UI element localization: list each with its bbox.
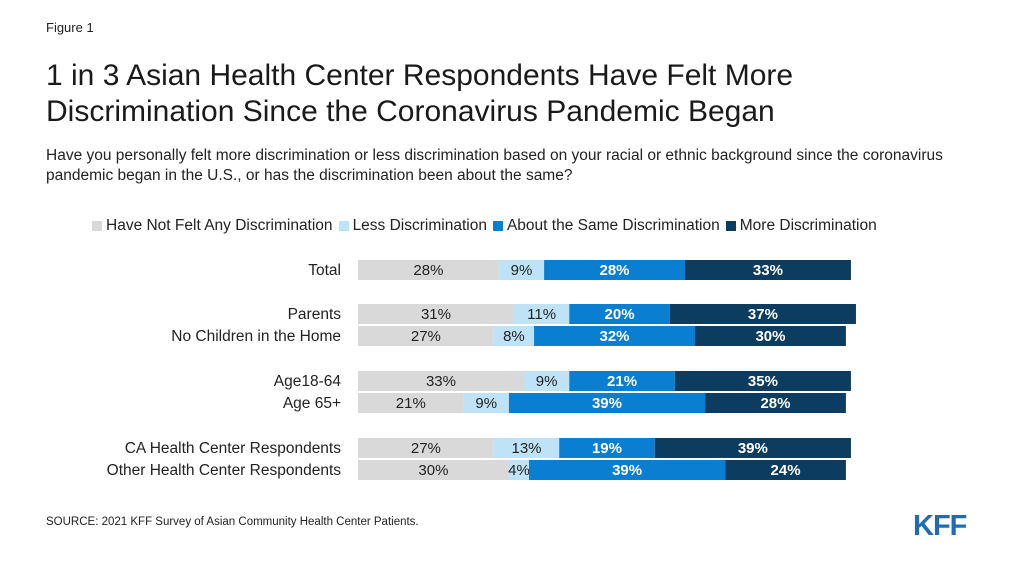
data-label-not-felt: 27% [411,440,441,457]
legend-label-less: Less Discrimination [352,217,487,234]
chart-subtitle: Have you personally felt more discrimina… [46,147,943,184]
bar-segment-same [529,460,726,480]
bar-segment-not-felt [358,393,464,413]
legend-label-more: More Discrimination [739,217,877,234]
bar-segment-less [513,304,570,324]
data-label-less: 9% [511,262,533,279]
bar-segment-same [508,393,706,413]
bar-segment-more [674,371,851,391]
data-label-more: 24% [771,462,801,479]
legend-item-more: More Discrimination [725,217,877,235]
bar-segment-same [544,260,685,280]
legend-swatch-more [725,221,736,231]
source-note: SOURCE: 2021 KFF Survey of Asian Communi… [46,516,419,528]
data-label-less: 13% [511,440,541,457]
data-label-less: 9% [475,395,497,412]
bar-segment-same [534,326,696,346]
data-label-not-felt: 28% [413,262,443,279]
data-label-same: 32% [600,328,630,345]
data-label-less: 4% [508,462,530,479]
data-label-not-felt: 30% [418,462,448,479]
legend-swatch-same [492,221,503,231]
bar-segment-more [684,260,851,280]
bar-segment-more [654,438,851,458]
data-label-more: 35% [748,373,778,390]
figure-label: Figure 1 [46,20,94,35]
bar-segment-less [493,326,535,346]
legend-swatch-less [338,221,349,231]
data-label-more: 33% [753,262,783,279]
bar-segment-not-felt [358,326,494,346]
category-label: Age 65+ [283,395,341,412]
data-label-not-felt: 21% [396,395,426,412]
bar-segment-same [569,304,670,324]
bar-segment-less [463,393,509,413]
bar-segment-same [559,438,655,458]
bar-segment-not-felt [358,371,524,391]
category-label: No Children in the Home [171,328,341,345]
category-label: Parents [288,306,342,323]
bar-segment-not-felt [358,460,509,480]
chart-title: 1 in 3 Asian Health Center Respondents H… [46,59,794,128]
kff-logo: KFF [913,510,967,542]
bar-segment-more [695,326,846,346]
bar-segment-less [498,260,545,280]
bar-segment-more [705,393,846,413]
data-label-more: 30% [755,328,785,345]
legend-label-same: About the Same Discrimination [506,217,720,234]
data-label-same: 20% [605,306,635,323]
bar-segment-not-felt [358,260,499,280]
bar-segment-more [669,304,856,324]
data-label-same: 19% [592,440,622,457]
category-label: Total [308,262,341,279]
bar-segment-same [569,371,675,391]
data-label-same: 21% [607,373,637,390]
legend-item-not-felt: Have Not Felt Any Discrimination [92,217,333,235]
bar-segment-more [725,460,846,480]
legend-item-same: About the Same Discrimination [492,217,720,235]
bar-segment-less [523,371,570,391]
data-label-less: 8% [503,328,525,345]
data-label-less: 9% [536,373,558,390]
data-label-same: 39% [612,462,642,479]
data-label-not-felt: 33% [426,373,456,390]
legend-item-less: Less Discrimination [338,217,487,235]
legend-swatch-not-felt [92,221,102,231]
bar-segment-not-felt [358,438,494,458]
legend-label-not-felt: Have Not Felt Any Discrimination [106,217,333,234]
data-label-less: 11% [527,306,556,323]
category-label: Age18-64 [274,373,342,390]
bar-segment-less [508,460,530,480]
category-label: Other Health Center Respondents [107,462,342,479]
data-label-more: 28% [760,395,790,412]
bar-segment-less [493,438,560,458]
data-label-same: 28% [600,262,630,279]
data-label-not-felt: 31% [421,306,451,323]
category-label: CA Health Center Respondents [125,440,342,457]
data-label-not-felt: 27% [411,328,441,345]
data-label-more: 37% [748,306,778,323]
data-label-more: 39% [738,440,768,457]
data-label-same: 39% [592,395,622,412]
chart-legend: Have Not Felt Any Discrimination Less Di… [92,217,883,235]
bar-segment-not-felt [358,304,514,324]
